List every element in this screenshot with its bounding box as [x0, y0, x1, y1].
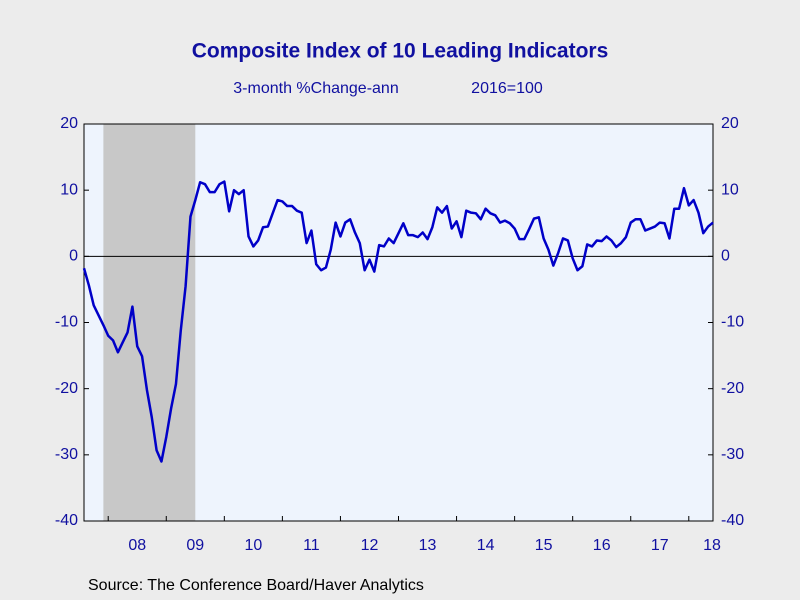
y2-tick-label: -30 [721, 446, 744, 463]
y2-tick-label: -40 [721, 512, 744, 529]
subtitle: 3-month %Change-ann [233, 80, 398, 97]
y-tick-label: -30 [55, 446, 78, 463]
subtitle: 2016=100 [471, 80, 543, 97]
x-tick-label: 17 [651, 537, 669, 554]
x-tick-label: 15 [535, 537, 553, 554]
x-tick-label: 12 [361, 537, 379, 554]
x-tick-label: 09 [186, 537, 204, 554]
x-tick-label: 10 [244, 537, 262, 554]
y-tick-label: 10 [60, 181, 78, 198]
y2-tick-label: 0 [721, 248, 730, 265]
y-tick-label: 0 [69, 248, 78, 265]
y2-tick-label: 20 [721, 115, 739, 132]
y-tick-label: -10 [55, 314, 78, 331]
y2-tick-label: -20 [721, 380, 744, 397]
x-tick-label: 14 [477, 537, 495, 554]
data-line [82, 180, 714, 463]
y2-tick-label: 10 [721, 181, 739, 198]
x-tick-label: 16 [593, 537, 611, 554]
y-tick-label: 20 [60, 115, 78, 132]
chart-title: Composite Index of 10 Leading Indicators [192, 40, 609, 63]
x-tick-label: 11 [303, 537, 320, 554]
x-tick-label: 08 [128, 537, 146, 554]
x-tick-label: 18 [703, 537, 721, 554]
x-tick-label: 13 [419, 537, 437, 554]
y-tick-label: -40 [55, 512, 78, 529]
recession-band [103, 124, 196, 521]
source: Source: The Conference Board/Haver Analy… [88, 577, 424, 594]
y2-tick-label: -10 [721, 314, 744, 331]
y-tick-label: -20 [55, 380, 78, 397]
